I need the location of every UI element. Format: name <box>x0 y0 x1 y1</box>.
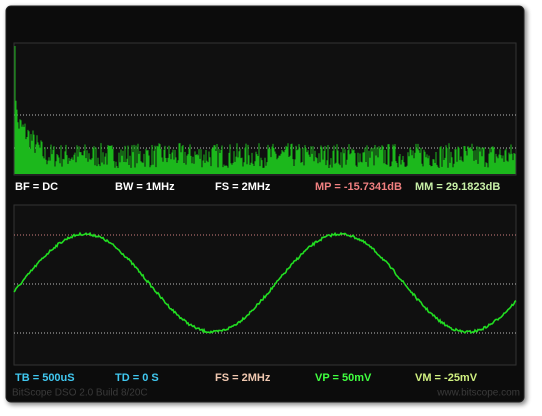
waveform-trace <box>13 231 517 335</box>
status: TB = 500uS <box>15 372 75 384</box>
spectrum-bins <box>14 46 516 174</box>
status: VM = -25mV <box>415 372 478 384</box>
status: FS = 2MHz <box>215 181 271 193</box>
status: BF = DC <box>15 181 58 193</box>
status: MM = 29.1823dB <box>415 181 500 193</box>
footer-right: www.bitscope.com <box>436 388 520 399</box>
status: TD = 0 S <box>115 372 159 384</box>
status: BW = 1MHz <box>115 181 175 193</box>
spectrum-area <box>13 42 517 176</box>
spectrum-trace <box>14 46 516 174</box>
footer-left: BitScope DSO 2.0 Build 8/20C <box>12 388 148 399</box>
status: MP = -15.7341dB <box>315 181 402 193</box>
status: FS = 2MHz <box>215 372 271 384</box>
waveform-area <box>13 204 517 366</box>
status: VP = 50mV <box>315 372 372 384</box>
